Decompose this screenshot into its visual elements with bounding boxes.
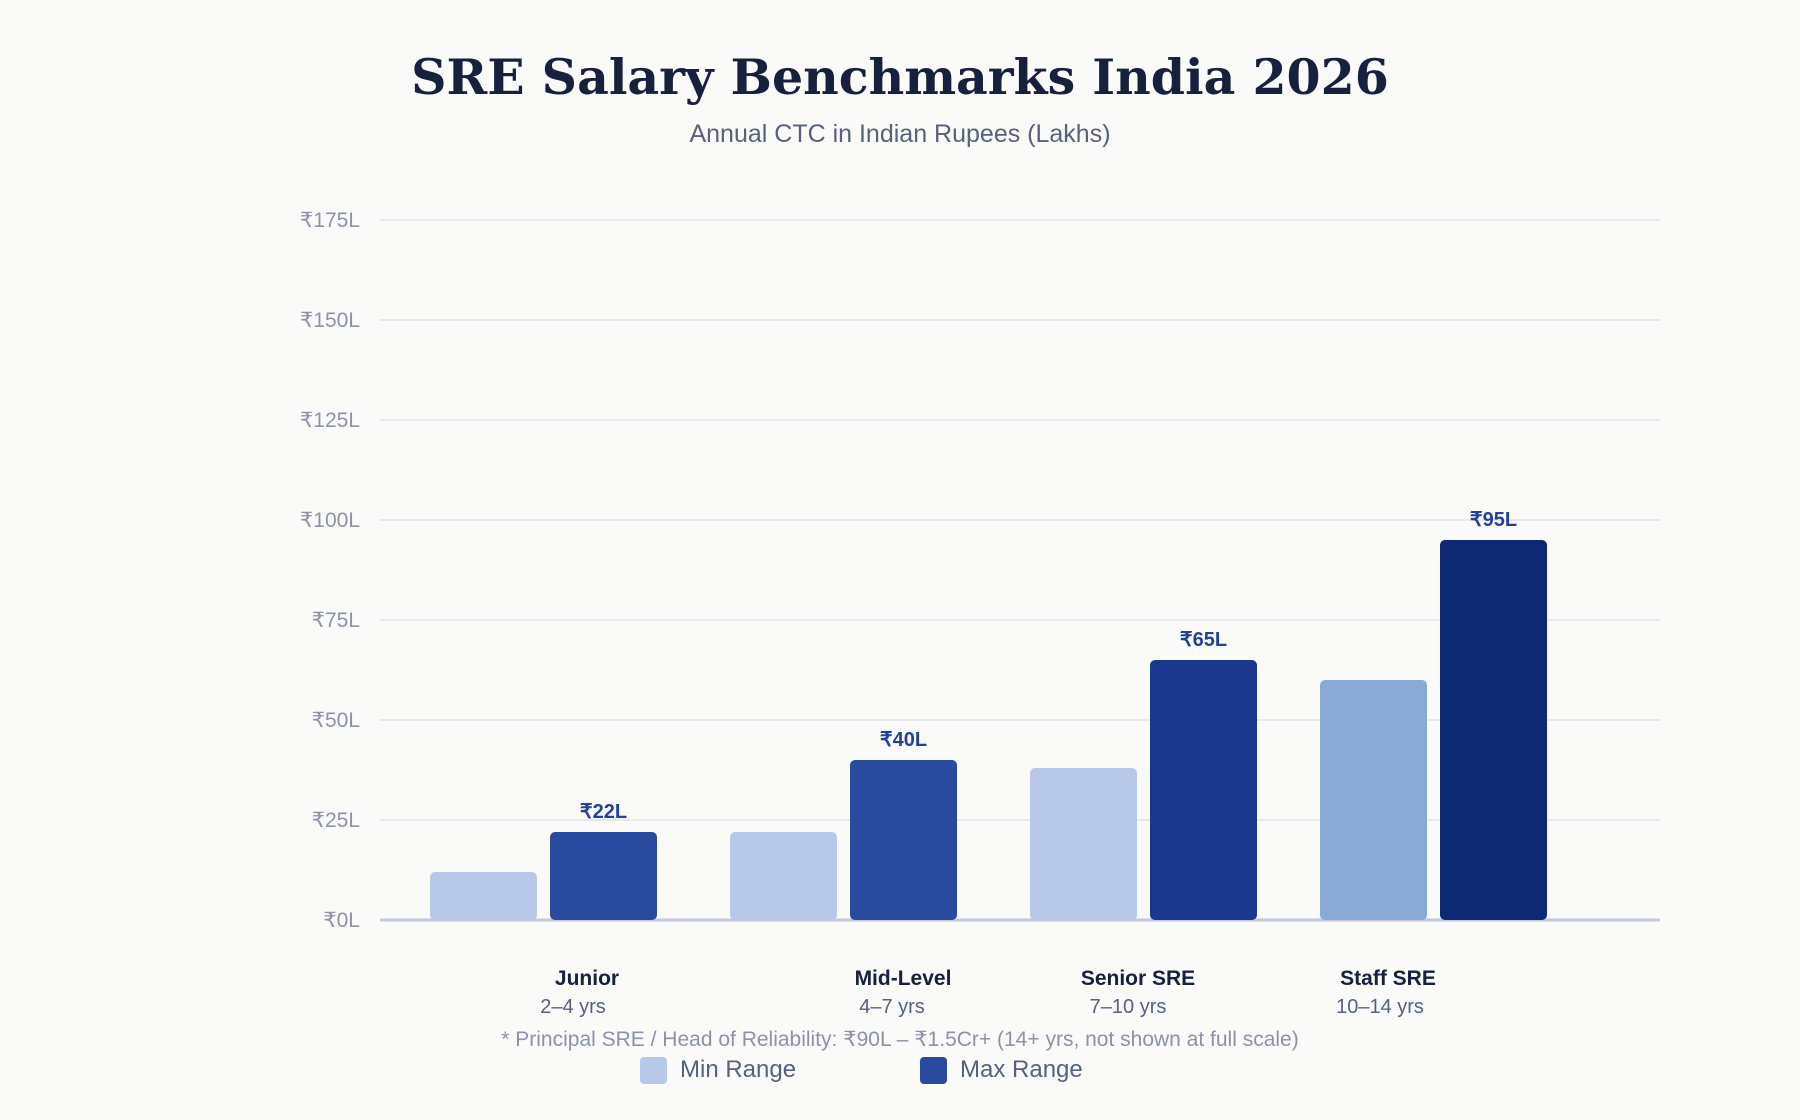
chart-subtitle: Annual CTC in Indian Rupees (Lakhs) [689, 120, 1111, 148]
x-category-experience: 4–7 yrs [859, 996, 925, 1018]
y-tick-label: ₹50L [312, 709, 360, 732]
x-category-label: Mid-Level [855, 967, 952, 990]
y-tick-label: ₹175L [300, 209, 360, 232]
bar-min-1 [430, 872, 537, 920]
bar-chart-plot: ₹0L ₹25L ₹50L ₹75L ₹100L ₹125L ₹150L ₹175L ₹22L J… [300, 209, 1660, 1018]
data-label: ₹95L [1470, 509, 1517, 531]
bar-min-2 [730, 832, 837, 920]
bar-max-3 [1150, 660, 1257, 920]
x-category-experience: 10–14 yrs [1336, 996, 1424, 1018]
legend-item-max-range: Max Range [920, 1056, 1083, 1084]
bar-max-1 [550, 832, 657, 920]
chart-footnote: * Principal SRE / Head of Reliability: ₹… [501, 1028, 1299, 1051]
x-category-label: Senior SRE [1081, 967, 1195, 990]
x-category-experience: 2–4 yrs [540, 996, 606, 1018]
x-category-experience: 7–10 yrs [1090, 996, 1167, 1018]
y-tick-label: ₹125L [300, 409, 360, 432]
bar-max-4 [1440, 540, 1547, 920]
bar-max-2 [850, 760, 957, 920]
y-tick-label: ₹150L [300, 309, 360, 332]
data-label: ₹40L [880, 729, 927, 751]
legend-item-min-range: Min Range [640, 1056, 796, 1084]
data-label: ₹65L [1180, 629, 1227, 651]
legend-swatch-max [920, 1056, 947, 1084]
data-label: ₹22L [580, 801, 627, 823]
bar-min-4 [1320, 680, 1427, 920]
x-category-label: Staff SRE [1340, 967, 1436, 990]
legend-label-min: Min Range [680, 1056, 797, 1083]
legend-swatch-min [640, 1056, 667, 1084]
bar-min-3 [1030, 768, 1137, 920]
y-tick-label: ₹100L [300, 509, 360, 532]
y-tick-label: ₹25L [312, 809, 360, 832]
y-tick-label: ₹75L [312, 609, 360, 632]
chart-title: SRE Salary Benchmarks India 2026 [411, 48, 1389, 106]
legend-label-max: Max Range [960, 1056, 1083, 1083]
x-category-label: Junior [555, 967, 619, 990]
y-tick-label: ₹0L [323, 909, 360, 932]
